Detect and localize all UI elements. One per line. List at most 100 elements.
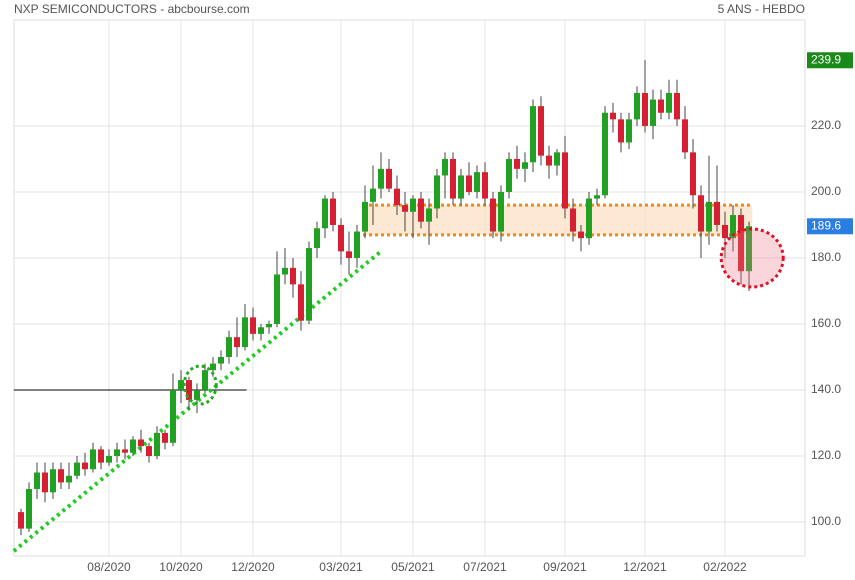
candle-body	[90, 449, 96, 470]
candle-body	[474, 172, 480, 192]
candle-body	[178, 380, 184, 390]
candle-body	[610, 112, 616, 120]
candle-body	[570, 208, 576, 232]
candle-body	[434, 175, 440, 209]
candle-body	[330, 198, 336, 225]
candle-body	[338, 224, 344, 252]
candle-body	[618, 119, 624, 143]
candle-body	[170, 389, 176, 443]
candle-body	[482, 172, 488, 199]
last-marker-label: 189.6	[811, 218, 841, 232]
candle-body	[266, 323, 272, 328]
last-marker	[807, 218, 853, 235]
candle-body	[314, 228, 320, 249]
candle-body	[258, 327, 264, 334]
y-tick-label: 120.0	[811, 448, 841, 462]
candle-body	[58, 469, 64, 483]
candle-body	[730, 215, 736, 239]
candle-body	[202, 370, 208, 390]
candle-body	[82, 462, 88, 470]
candle-body	[130, 439, 136, 453]
chart-subtitle: 5 ANS - HEBDO	[718, 2, 805, 16]
x-tick-label: 12/2021	[623, 560, 667, 574]
candle-body	[458, 175, 464, 199]
candle-body	[554, 152, 560, 166]
candle-body	[634, 92, 640, 120]
candle-body	[538, 106, 544, 156]
highlight-circle	[719, 227, 785, 289]
x-tick-label: 03/2021	[319, 560, 363, 574]
high-marker	[807, 52, 853, 69]
candle-body	[410, 198, 416, 212]
y-tick-label: 220.0	[811, 118, 841, 132]
y-tick-label: 180.0	[811, 250, 841, 264]
candle-body	[522, 162, 528, 169]
candle-body	[154, 432, 160, 456]
candle-body	[370, 188, 376, 202]
trendline	[12, 250, 382, 553]
y-tick-label: 160.0	[811, 316, 841, 330]
highlight-circle	[182, 364, 218, 406]
y-tick-label: 100.0	[811, 514, 841, 528]
candle-body	[578, 231, 584, 239]
candle-body	[602, 112, 608, 196]
candle-body	[42, 472, 48, 493]
candle-body	[322, 198, 328, 229]
candle-body	[250, 317, 256, 334]
candle-body	[506, 158, 512, 192]
chart-title: NXP SEMICONDUCTORS - abcbourse.com	[14, 2, 250, 16]
candle-body	[722, 224, 728, 239]
candle-body	[282, 267, 288, 275]
x-tick-label: 05/2021	[391, 560, 435, 574]
candle-body	[218, 356, 224, 364]
candle-body	[466, 175, 472, 192]
candle-body	[18, 512, 24, 529]
x-tick-label: 10/2020	[159, 560, 203, 574]
candle-body	[234, 337, 240, 348]
candle-body	[530, 106, 536, 163]
candle-body	[698, 195, 704, 232]
candle-body	[594, 195, 600, 199]
candle-body	[26, 489, 32, 529]
candle-body	[306, 248, 312, 321]
y-tick-label: 140.0	[811, 382, 841, 396]
candle-body	[546, 155, 552, 166]
candle-body	[50, 469, 56, 493]
candle-body	[626, 119, 632, 143]
candle-body	[674, 92, 680, 120]
y-tick-label: 200.0	[811, 184, 841, 198]
candle-body	[242, 317, 248, 348]
candle-body	[650, 99, 656, 126]
high-marker-label: 239.9	[811, 52, 841, 66]
candle-body	[386, 168, 392, 189]
x-tick-label: 02/2022	[703, 560, 747, 574]
candle-body	[738, 215, 744, 272]
candle-body	[706, 201, 712, 232]
x-tick-label: 09/2021	[543, 560, 587, 574]
candle-body	[490, 198, 496, 232]
candle-body	[378, 168, 384, 189]
candle-body	[682, 119, 688, 153]
candle-body	[394, 188, 400, 206]
plot-area	[13, 19, 806, 557]
candle-body	[186, 380, 192, 400]
candle-body	[450, 158, 456, 199]
x-tick-label: 08/2020	[87, 560, 131, 574]
candle-body	[194, 389, 200, 400]
candle-body	[226, 337, 232, 357]
candle-body	[162, 432, 168, 443]
candle-body	[98, 449, 104, 463]
candle-body	[122, 449, 128, 453]
candle-body	[146, 446, 152, 456]
candle-body	[714, 201, 720, 225]
candle-body	[402, 205, 408, 212]
candle-body	[354, 231, 360, 258]
candle-body	[362, 201, 368, 232]
candle-body	[34, 472, 40, 489]
candle-body	[562, 152, 568, 209]
candle-body	[586, 198, 592, 239]
candle-body	[138, 439, 144, 447]
x-tick-label: 12/2020	[231, 560, 275, 574]
candle-body	[666, 92, 672, 113]
